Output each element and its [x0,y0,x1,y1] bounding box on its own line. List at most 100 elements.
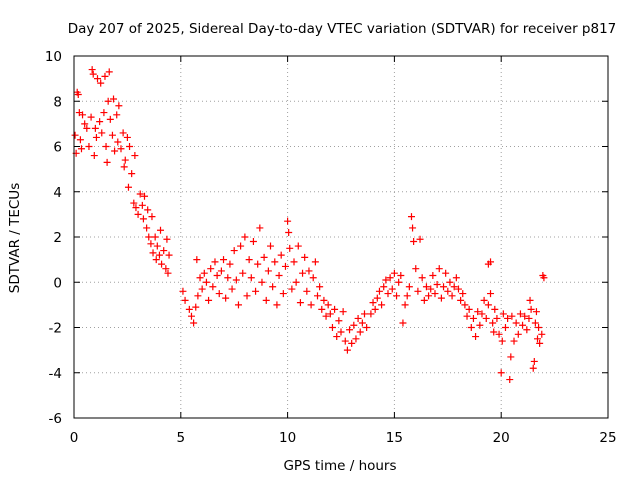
data-point [152,256,160,264]
data-point [395,278,403,286]
data-point [111,147,119,155]
data-point [497,369,505,377]
data-point [74,90,82,98]
data-point [187,312,195,320]
data-point [104,97,112,105]
data-point [192,303,200,311]
data-point [452,274,460,282]
data-point [190,319,198,327]
data-point [232,276,240,284]
data-point [507,353,515,361]
data-point [510,337,518,345]
data-point [98,129,106,137]
data-point [506,376,514,384]
data-point [252,287,260,295]
x-tick-label: 20 [493,430,510,446]
data-point [243,292,251,300]
data-point [185,305,193,313]
data-point [124,183,132,191]
data-point [487,258,495,266]
data-point [371,305,379,313]
data-point [90,152,98,160]
data-point [256,224,264,232]
y-tick-label: -6 [49,411,62,427]
data-point [425,292,433,300]
data-point [427,285,435,293]
data-point [76,136,84,144]
data-point [380,283,388,291]
data-point [91,124,99,132]
data-point [448,292,456,300]
data-point [476,321,484,329]
x-axis-label: GPS time / hours [283,458,396,474]
data-point [523,326,531,334]
data-point [285,228,293,236]
data-point [160,247,168,255]
data-point [87,113,95,121]
data-point [348,339,356,347]
data-point [163,235,171,243]
data-point [535,324,543,331]
data-point [331,305,339,313]
y-tick-label: -2 [49,321,62,337]
y-tick-label: 0 [53,275,62,291]
data-point [328,324,336,331]
data-point [454,285,462,293]
grid [74,56,608,418]
data-point [433,281,441,289]
data-point [446,278,454,286]
data-point [388,285,396,293]
data-point [267,242,275,250]
data-point [158,260,166,268]
data-point [88,66,96,74]
data-point [260,253,268,261]
data-point [474,308,482,316]
data-point [363,324,371,331]
data-point [222,294,230,302]
data-point [284,217,292,225]
data-point [367,310,375,318]
data-point [322,312,330,320]
data-point [346,326,354,334]
data-point [258,278,266,286]
data-point [409,224,417,232]
data-point [207,265,215,273]
data-point [401,301,409,309]
data-point [224,274,232,282]
data-point [93,75,101,83]
data-point [286,244,294,252]
data-point [414,287,422,295]
data-point [508,312,516,320]
data-point [81,120,89,128]
data-point [140,192,148,200]
data-point [121,156,129,164]
data-point [194,292,202,300]
data-point [117,145,125,153]
x-tick-label: 10 [279,430,296,446]
data-point [311,258,319,266]
x-tick-labels: 0 5 10 15 20 25 [70,430,617,446]
data-point [341,337,349,345]
data-point [89,70,97,78]
data-point [429,271,437,279]
data-point [526,296,534,304]
data-point [139,215,147,223]
data-point [499,310,507,318]
x-tick-label: 25 [599,430,616,446]
data-point [105,68,113,76]
data-point [294,242,302,250]
data-point [179,287,187,295]
data-point [482,314,490,322]
data-point [536,339,544,347]
x-tick-label: 0 [70,430,79,446]
data-point [97,79,105,87]
data-point [410,238,418,246]
data-point [262,296,270,304]
data-point [519,321,527,329]
data-point [407,213,415,221]
data-point [369,299,377,307]
data-point [501,324,509,331]
data-point [378,301,386,309]
data-point [77,145,85,153]
data-point [123,133,131,141]
